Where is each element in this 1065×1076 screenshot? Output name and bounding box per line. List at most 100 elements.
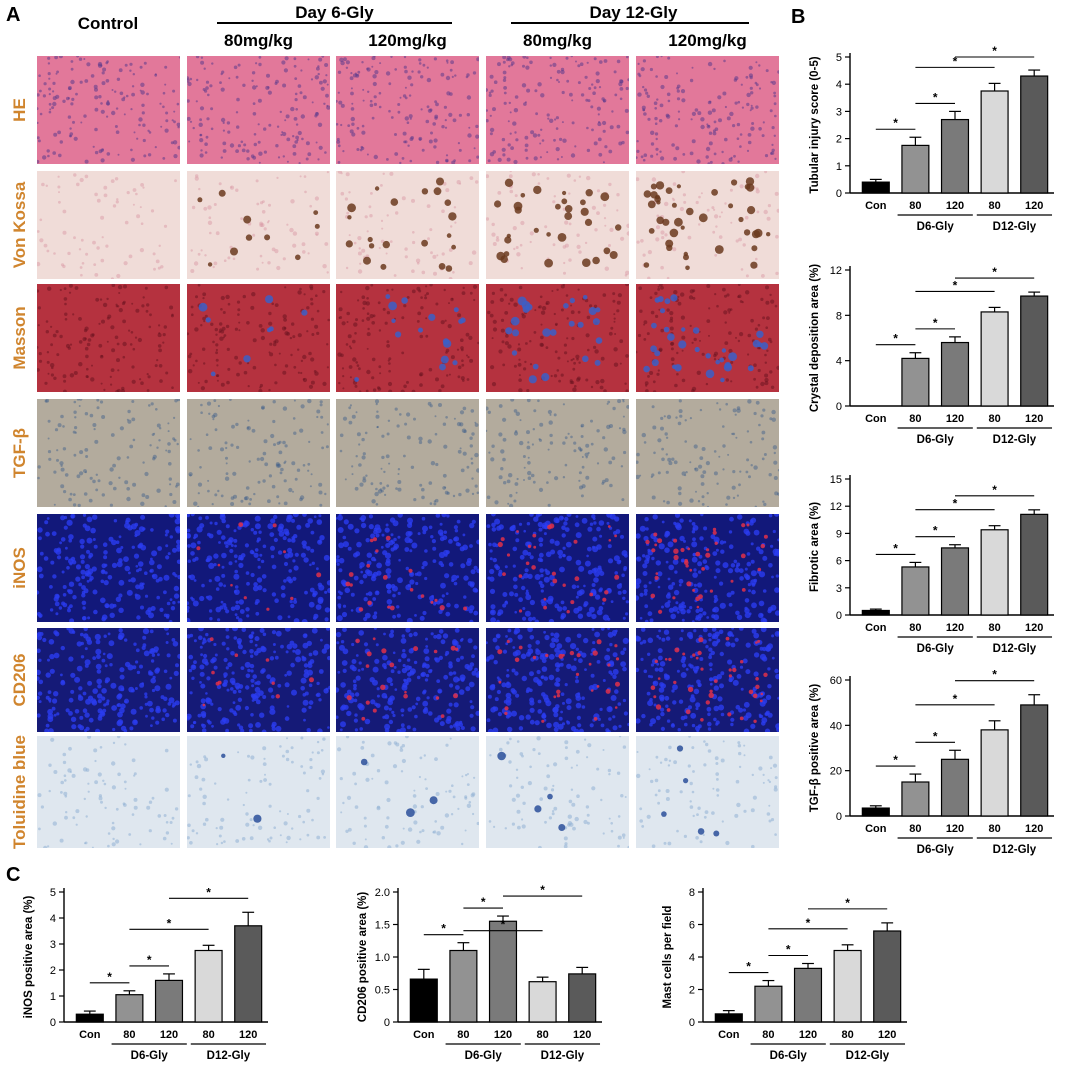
histology-image [37,284,180,392]
x-tick-label: Con [865,413,887,425]
significance-marker: * [501,918,506,932]
y-tick-label: 4 [836,356,842,368]
y-tick-label: 2.0 [375,887,390,899]
y-tick-label: 3 [50,939,56,951]
group-label: D12-Gly [993,434,1037,446]
significance-marker: * [992,265,997,279]
y-tick-label: 4 [50,913,56,925]
group-label: D6-Gly [917,643,955,655]
significance-marker: * [953,497,958,511]
histology-image [37,56,180,164]
histology-image [486,171,629,279]
y-tick-label: 15 [830,474,842,486]
bar [714,1013,743,1023]
histology-image [187,56,330,164]
histology-image [37,736,180,848]
x-tick-label: 120 [494,1029,512,1041]
bar [861,807,890,817]
y-tick-label: 0 [689,1017,695,1029]
panel-letter-a: A [6,4,21,26]
bar [901,357,930,407]
y-tick-label: 0 [384,1017,390,1029]
significance-marker: * [167,916,172,930]
significance-marker: * [107,970,112,984]
group-label: D12-Gly [207,1050,251,1062]
chart-mast-cells-per-field: 0 2 4 6 8 Mast cells per field Con 80 120 80 120 D6… [662,887,907,1062]
y-tick-label: 2 [836,134,842,146]
y-tick-label: 2 [50,965,56,977]
x-tick-label: 80 [988,200,1000,212]
y-tick-label: 5 [50,887,56,899]
significance-marker: * [540,883,545,897]
significance-marker: * [806,916,811,930]
column-header-control: Control [77,14,139,33]
x-tick-label: 80 [762,1029,774,1041]
histology-image [636,628,779,732]
histology-image [336,171,479,279]
bar [940,547,970,616]
bar [449,949,478,1023]
significance-marker: * [933,729,938,743]
significance-marker: * [893,116,898,130]
group-label: D6-Gly [917,844,955,856]
dose-header-day12-80: 80mg/kg [523,31,592,50]
y-tick-label: 6 [836,556,842,568]
significance-marker: * [845,896,850,910]
x-tick-label: 120 [1025,823,1043,835]
y-tick-label: 1 [50,991,56,1003]
x-tick-label: 80 [841,1029,853,1041]
histology-image [336,628,479,732]
bar [940,118,970,194]
bar [861,181,890,194]
y-tick-label: 0 [836,811,842,823]
bar [1020,295,1049,407]
histology-image [636,56,779,164]
x-tick-label: 80 [123,1029,135,1041]
y-tick-label: 2 [689,985,695,997]
histology-image [636,171,779,279]
group-label: D12-Gly [993,221,1037,233]
x-tick-label: Con [865,622,887,634]
histology-image [486,284,629,392]
x-tick-label: 120 [1025,622,1043,634]
significance-marker: * [992,483,997,497]
x-tick-label: 120 [878,1029,896,1041]
x-tick-label: Con [79,1029,101,1041]
significance-marker: * [893,332,898,346]
significance-marker: * [953,692,958,706]
y-tick-label: 0 [836,401,842,413]
y-tick-label: 1.5 [375,920,390,932]
x-tick-label: Con [865,200,887,212]
group-header-day12: Day 12-Gly [589,3,678,22]
y-tick-label: 40 [830,720,842,732]
chart-cd206-positive-area: 0 0.5 1.0 1.5 2.0 CD206 positive area (%) Con 8… [357,883,602,1062]
significance-marker: * [481,895,486,909]
group-label: D12-Gly [846,1050,890,1062]
x-tick-label: 80 [988,823,1000,835]
y-tick-label: 0 [50,1017,56,1029]
histology-image [486,736,629,848]
y-tick-label: 4 [836,79,842,91]
x-tick-label: 120 [1025,413,1043,425]
histology-image [486,628,629,732]
significance-marker: * [933,316,938,330]
x-tick-label: 80 [909,413,921,425]
bar [980,729,1009,817]
bar [1020,704,1049,817]
x-tick-label: 80 [988,622,1000,634]
bar [528,981,557,1023]
significance-marker: * [441,922,446,936]
significance-marker: * [992,668,997,682]
histology-image [336,736,479,848]
bar [488,920,518,1023]
y-tick-label: 0 [836,610,842,622]
y-tick-label: 0 [836,188,842,200]
histology-image [187,171,330,279]
bar [980,311,1009,407]
x-tick-label: 80 [988,413,1000,425]
x-tick-label: 80 [909,200,921,212]
significance-marker: * [206,885,211,899]
histology-image [187,628,330,732]
bar [901,781,930,817]
bar [873,930,902,1023]
